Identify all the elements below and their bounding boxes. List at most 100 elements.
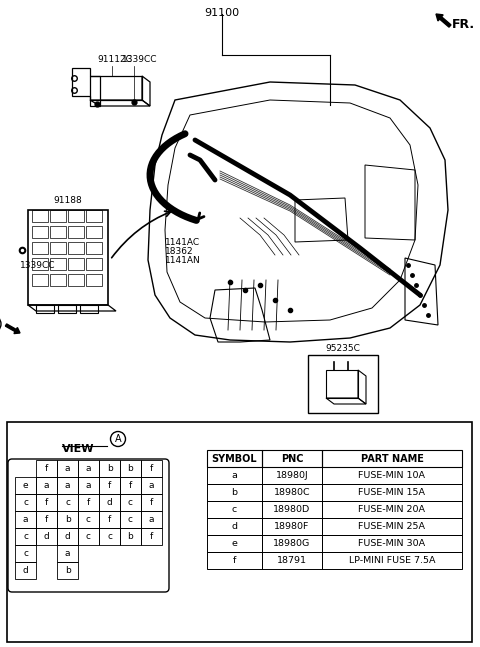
Text: VIEW: VIEW <box>62 444 95 454</box>
Text: e: e <box>231 539 238 548</box>
Text: 1339CC: 1339CC <box>122 55 157 64</box>
Bar <box>207 450 262 467</box>
Bar <box>207 552 262 569</box>
Text: d: d <box>65 532 71 541</box>
Bar <box>15 562 36 579</box>
Bar <box>120 494 141 511</box>
Bar <box>322 518 462 535</box>
Bar <box>322 467 462 484</box>
Bar <box>78 494 99 511</box>
Text: a: a <box>231 471 238 480</box>
Text: f: f <box>45 498 48 507</box>
Bar <box>86 274 102 286</box>
Bar <box>120 511 141 528</box>
Text: a: a <box>86 464 91 473</box>
Text: f: f <box>45 464 48 473</box>
Text: 18791: 18791 <box>277 556 307 565</box>
Bar <box>36 305 54 313</box>
Bar <box>57 511 78 528</box>
Bar <box>86 258 102 270</box>
Text: 18980J: 18980J <box>276 471 308 480</box>
Text: a: a <box>65 464 70 473</box>
Text: f: f <box>150 464 153 473</box>
Text: f: f <box>45 515 48 524</box>
Bar <box>50 258 66 270</box>
Bar <box>58 305 76 313</box>
Bar <box>78 477 99 494</box>
Text: a: a <box>44 481 49 490</box>
Bar <box>86 210 102 222</box>
Text: f: f <box>150 498 153 507</box>
Bar <box>99 477 120 494</box>
Text: c: c <box>232 505 237 514</box>
Bar <box>36 494 57 511</box>
Text: c: c <box>128 515 133 524</box>
Bar <box>207 484 262 501</box>
Text: 18980C: 18980C <box>274 488 310 497</box>
Text: f: f <box>87 498 90 507</box>
Bar <box>322 450 462 467</box>
Text: 91188: 91188 <box>54 196 83 205</box>
Text: PART NAME: PART NAME <box>360 454 423 463</box>
Bar <box>32 210 48 222</box>
Text: FR.: FR. <box>452 18 475 31</box>
Bar <box>15 545 36 562</box>
Bar <box>207 535 262 552</box>
Bar <box>68 274 84 286</box>
Bar <box>207 518 262 535</box>
Text: a: a <box>23 515 28 524</box>
Bar <box>15 511 36 528</box>
Text: c: c <box>128 498 133 507</box>
Text: FUSE-MIN 10A: FUSE-MIN 10A <box>359 471 425 480</box>
Text: A: A <box>115 434 121 444</box>
Bar <box>207 501 262 518</box>
Bar <box>141 494 162 511</box>
Text: b: b <box>107 464 112 473</box>
Text: 18980G: 18980G <box>274 539 311 548</box>
Bar <box>80 305 98 313</box>
Bar <box>262 552 322 569</box>
Bar <box>262 535 322 552</box>
Bar <box>78 511 99 528</box>
Bar <box>141 511 162 528</box>
Bar <box>207 467 262 484</box>
Text: 91100: 91100 <box>204 8 240 18</box>
Text: 91112C: 91112C <box>97 55 132 64</box>
Bar <box>262 450 322 467</box>
Bar <box>50 226 66 238</box>
Text: FUSE-MIN 25A: FUSE-MIN 25A <box>359 522 425 531</box>
Bar <box>262 501 322 518</box>
Text: 18980D: 18980D <box>274 505 311 514</box>
Text: b: b <box>128 464 133 473</box>
Bar <box>308 355 378 413</box>
Bar <box>7 422 472 642</box>
Text: e: e <box>23 481 28 490</box>
Bar <box>326 370 358 398</box>
Text: FUSE-MIN 15A: FUSE-MIN 15A <box>359 488 425 497</box>
Text: 18362: 18362 <box>165 247 193 256</box>
Bar <box>86 226 102 238</box>
Text: c: c <box>86 532 91 541</box>
Text: c: c <box>107 532 112 541</box>
Bar <box>141 528 162 545</box>
Bar <box>68 258 84 270</box>
Bar <box>68 210 84 222</box>
Bar <box>99 511 120 528</box>
Text: d: d <box>23 566 28 575</box>
FancyArrow shape <box>436 14 451 27</box>
Text: d: d <box>44 532 49 541</box>
Text: c: c <box>86 515 91 524</box>
Bar <box>57 494 78 511</box>
Bar <box>322 535 462 552</box>
Text: a: a <box>65 549 70 558</box>
Bar <box>32 274 48 286</box>
Text: SYMBOL: SYMBOL <box>212 454 257 463</box>
Bar <box>50 274 66 286</box>
Bar <box>36 528 57 545</box>
Text: d: d <box>107 498 112 507</box>
Text: f: f <box>108 481 111 490</box>
Bar <box>141 477 162 494</box>
Bar <box>141 460 162 477</box>
Bar <box>36 511 57 528</box>
Bar <box>32 242 48 254</box>
